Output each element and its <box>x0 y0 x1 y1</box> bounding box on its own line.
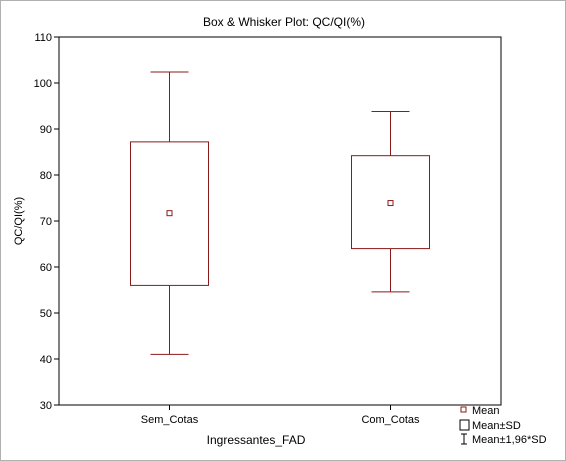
legend-whisker-label: Mean±1,96*SD <box>472 434 547 446</box>
y-tick-label: 100 <box>34 78 52 90</box>
x-axis: Sem_Cotas Com_Cotas <box>141 405 420 426</box>
legend-sd-label: Mean±SD <box>472 420 521 432</box>
box-group <box>351 111 430 293</box>
y-tick-label: 70 <box>40 216 52 228</box>
chart-title: Box & Whisker Plot: QC/QI(%) <box>203 15 365 29</box>
y-tick-label: 110 <box>34 32 52 44</box>
box-series <box>130 71 430 355</box>
legend-mean-marker <box>460 406 467 413</box>
x-axis-label: Ingressantes_FAD <box>207 433 306 447</box>
mean-marker <box>166 210 173 217</box>
sd-box <box>130 141 209 286</box>
y-tick-label: 60 <box>40 262 52 274</box>
x-tick-label: Sem_Cotas <box>141 414 199 426</box>
y-axis: 30 40 50 60 70 80 90 100 110 <box>34 32 59 412</box>
legend-sd-box-marker <box>459 419 470 431</box>
sd-box <box>351 155 430 250</box>
y-tick-label: 30 <box>40 400 52 412</box>
legend: Mean Mean±SD Mean±1,96*SD <box>459 405 547 446</box>
y-tick-label: 80 <box>40 170 52 182</box>
x-tick-label: Com_Cotas <box>361 414 420 426</box>
box-group <box>130 71 209 355</box>
y-axis-label: QC/QI(%) <box>13 197 25 245</box>
y-tick-label: 90 <box>40 124 52 136</box>
legend-mean-label: Mean <box>472 405 500 417</box>
y-tick-label: 50 <box>40 308 52 320</box>
mean-marker <box>387 200 394 207</box>
y-tick-label: 40 <box>40 354 52 366</box>
legend-whisker-marker <box>461 433 467 445</box>
